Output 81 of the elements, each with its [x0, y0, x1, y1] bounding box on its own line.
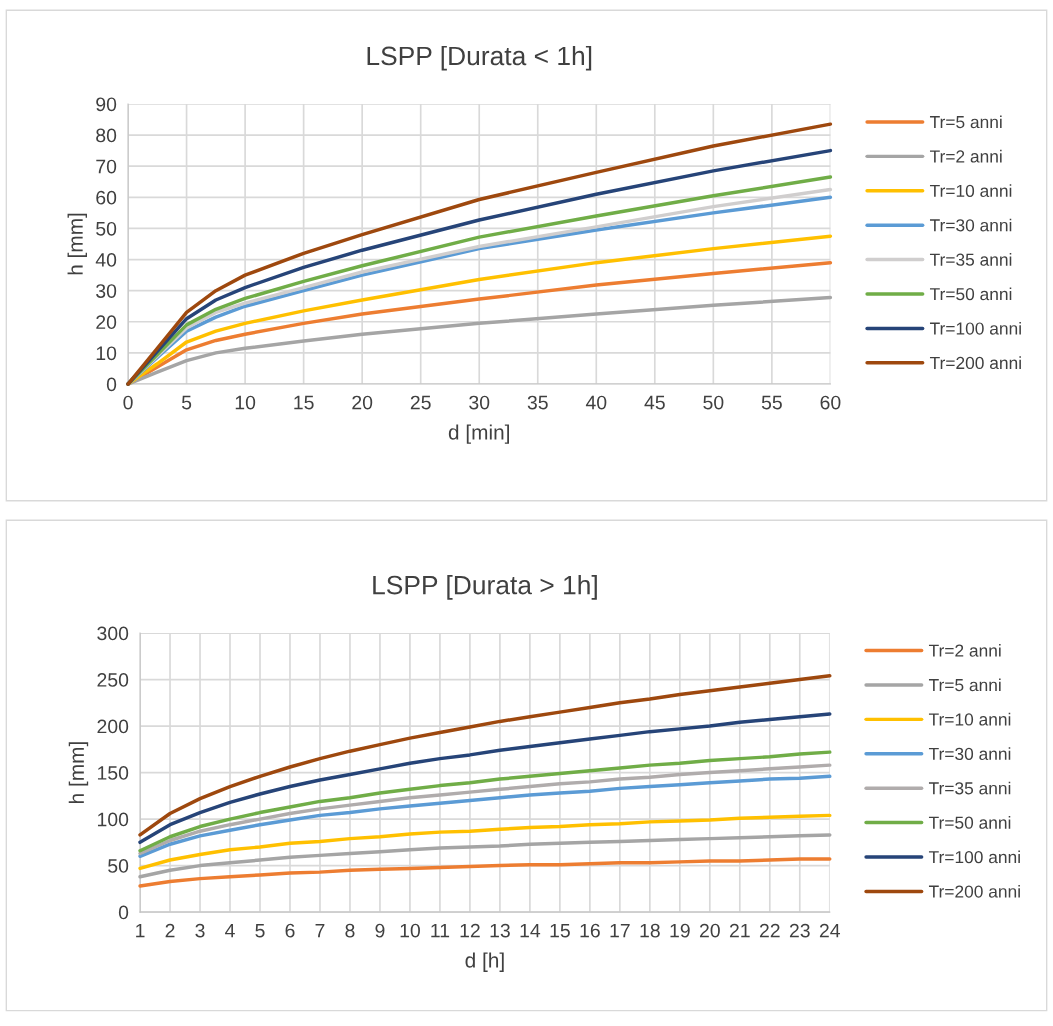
line-series: [138, 857, 832, 888]
line-series: [138, 712, 832, 845]
x-tick-label: 20: [352, 395, 373, 410]
chart-title: LSPP [Durata < 1h]: [367, 45, 592, 71]
x-tick-label: 25: [410, 395, 431, 410]
x-axis-title: d [min]: [448, 424, 509, 444]
x-tick-label: 13: [490, 923, 510, 938]
x-tick-label: 10: [235, 395, 256, 410]
x-tick-label: 21: [729, 923, 750, 938]
y-tick-label: 100: [97, 812, 129, 827]
x-tick-label: 18: [640, 923, 660, 938]
legend-label: Tr=5 anni: [928, 678, 1001, 692]
x-tick-label: 16: [580, 923, 600, 938]
y-tick-label: 200: [97, 719, 129, 734]
y-tick-label: 30: [96, 284, 117, 298]
x-tick-label: 7: [315, 923, 325, 938]
y-tick-label: 0: [106, 377, 117, 392]
legend-label: Tr=50 anni: [929, 287, 1012, 301]
x-tick-label: 12: [460, 923, 480, 938]
legend-label: Tr=100 anni: [929, 321, 1021, 335]
legend-label: Tr=10 anni: [928, 712, 1011, 726]
y-tick-label: 90: [96, 97, 117, 112]
x-tick-label: 40: [585, 395, 607, 410]
y-axis-title: h [mm]: [68, 742, 89, 803]
legend-label: Tr=30 anni: [929, 218, 1012, 232]
x-tick-label: 20: [699, 923, 720, 938]
x-tick-label: 5: [255, 923, 265, 938]
y-tick-label: 0: [118, 905, 129, 920]
x-tick-label: 24: [819, 923, 841, 938]
legend-label: Tr=5 anni: [929, 115, 1002, 129]
y-tick-label: 10: [96, 346, 117, 361]
y-tick-label: 300: [97, 626, 129, 641]
legend-label: Tr=50 anni: [928, 816, 1011, 829]
x-tick-label: 15: [294, 395, 314, 410]
legend-label: Tr=35 anni: [929, 253, 1012, 266]
x-tick-label: 35: [527, 395, 548, 410]
x-tick-label: 4: [225, 923, 235, 938]
y-tick-label: 250: [97, 673, 129, 687]
x-tick-label: 8: [345, 923, 355, 938]
x-tick-label: 15: [550, 923, 570, 938]
y-tick-label: 50: [96, 221, 117, 236]
legend-label: Tr=2 anni: [928, 644, 1001, 657]
y-tick-label: 40: [95, 253, 117, 267]
x-tick-label: 60: [820, 395, 841, 410]
y-tick-label: 20: [96, 315, 117, 330]
line-series: [138, 674, 832, 837]
chart-title: LSPP [Durata > 1h]: [373, 575, 597, 600]
legend-label: Tr=200 anni: [929, 356, 1021, 370]
x-tick-label: 19: [670, 923, 690, 938]
x-tick-label: 2: [165, 923, 175, 938]
legend-label: Tr=35 anni: [928, 781, 1011, 795]
line-series: [138, 833, 832, 879]
line-series: [138, 813, 832, 871]
y-tick-label: 80: [96, 128, 117, 143]
x-tick-label: 11: [431, 923, 450, 938]
x-tick-label: 9: [375, 923, 385, 938]
y-tick-label: 60: [96, 190, 117, 205]
x-tick-label: 23: [789, 923, 810, 938]
x-tick-label: 10: [400, 923, 420, 938]
x-tick-label: 5: [181, 395, 192, 410]
y-axis-title: h [mm]: [67, 213, 87, 275]
x-tick-label: 45: [644, 395, 665, 410]
x-tick-label: 55: [761, 395, 782, 410]
y-tick-label: 50: [108, 859, 129, 873]
x-tick-label: 30: [469, 395, 490, 410]
y-tick-label: 70: [96, 159, 117, 174]
x-axis-title: d [h]: [465, 952, 504, 972]
legend-label: Tr=10 anni: [929, 184, 1012, 198]
legend-label: Tr=100 anni: [928, 850, 1020, 864]
x-tick-label: 14: [520, 923, 541, 938]
x-tick-label: 1: [136, 923, 145, 938]
x-tick-label: 17: [610, 923, 630, 938]
x-tick-label: 6: [285, 923, 295, 938]
legend-label: Tr=30 anni: [928, 747, 1011, 761]
x-tick-label: 22: [759, 923, 780, 938]
legend-label: Tr=200 anni: [928, 884, 1020, 898]
x-tick-label: 3: [195, 923, 205, 938]
legend-label: Tr=2 anni: [929, 149, 1002, 163]
x-tick-label: 50: [703, 395, 724, 410]
y-tick-label: 150: [97, 766, 129, 780]
line-series: [138, 750, 832, 853]
